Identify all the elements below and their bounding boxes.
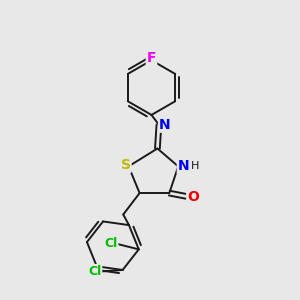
Text: S: S (121, 158, 130, 172)
Text: N: N (159, 118, 171, 132)
Text: F: F (147, 51, 156, 65)
Text: O: O (187, 190, 199, 204)
Text: Cl: Cl (104, 238, 117, 250)
Text: Cl: Cl (88, 265, 101, 278)
Text: H: H (190, 161, 199, 171)
Text: N: N (178, 159, 189, 173)
